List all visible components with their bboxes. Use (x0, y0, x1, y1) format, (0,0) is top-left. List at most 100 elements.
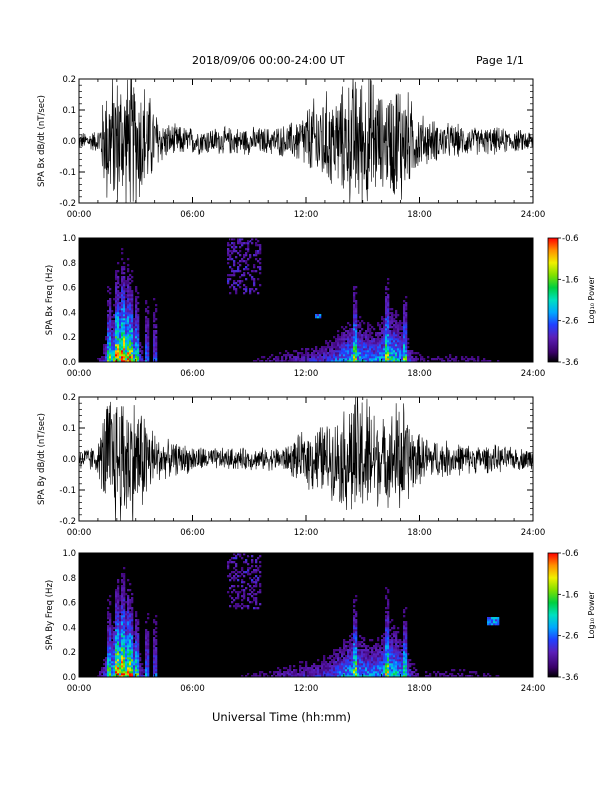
spectrogram-cell (127, 617, 130, 620)
spectrogram-cell (363, 322, 366, 325)
spectrogram-cell (293, 673, 296, 676)
spectrogram-cell (361, 346, 364, 349)
spectrogram-cell (243, 254, 246, 257)
spectrogram-cell (315, 669, 318, 672)
spectrogram-cell (277, 358, 280, 361)
spectrogram-cell (227, 252, 230, 255)
spectrogram-cell (123, 597, 126, 600)
spectrogram-cell (351, 649, 354, 652)
colorbar-tick-label: -2.6 (562, 632, 579, 642)
y-tick-label: -0.1 (59, 168, 76, 178)
spectrogram-cell (399, 350, 402, 353)
spectrogram-cell (153, 651, 156, 654)
spectrogram-cell (147, 645, 150, 648)
spectrogram-cell (135, 629, 138, 632)
spectrogram-cell (117, 587, 120, 590)
spectrogram-cell (397, 671, 400, 674)
spectrogram-cell (349, 348, 352, 351)
spectrogram-cell (291, 673, 294, 676)
spectrogram-cell (123, 669, 126, 672)
spectrogram-cell (243, 595, 246, 598)
spectrogram-cell (307, 667, 310, 670)
spectrogram-cell (341, 651, 344, 654)
spectrogram-cell (389, 322, 392, 325)
spectrogram-cell (407, 663, 410, 666)
spectrogram-cell (137, 619, 140, 622)
spectrogram-cell (387, 603, 390, 606)
spectrogram-cell (365, 350, 368, 353)
spectrogram-cell (119, 316, 122, 319)
spectrogram-cell (315, 348, 318, 351)
spectrogram-cell (389, 651, 392, 654)
spectrogram-cell (127, 352, 130, 355)
spectrogram-cell (115, 645, 118, 648)
spectrogram-cell (123, 354, 126, 357)
spectrogram-cell (145, 310, 148, 313)
spectrogram-cell (127, 342, 130, 345)
spectrogram-cell (285, 671, 288, 674)
spectrogram-cell (147, 354, 150, 357)
spectrogram-cell (383, 338, 386, 341)
spectrogram-cell (145, 326, 148, 329)
spectrogram-cell (129, 675, 132, 678)
spectrogram-cell (379, 647, 382, 650)
spectrogram-cell (107, 324, 110, 327)
spectrogram-cell (307, 360, 310, 363)
spectrogram-cell (339, 675, 342, 678)
spectrogram-cell (145, 643, 148, 646)
spectrogram-cell (135, 637, 138, 640)
spectrogram-cell (137, 338, 140, 341)
spectrogram-cell (365, 649, 368, 652)
spectrogram-cell (109, 310, 112, 313)
spectrogram-cell (347, 641, 350, 644)
spectrogram-cell (401, 332, 404, 335)
spectrogram-cell (119, 649, 122, 652)
spectrogram-cell (131, 338, 134, 341)
spectrogram-cell (379, 332, 382, 335)
spectrogram-cell (461, 675, 464, 678)
spectrogram-cell (327, 358, 330, 361)
spectrogram-cell (115, 667, 118, 670)
spectrogram-cell (303, 671, 306, 674)
spectrogram-cell (117, 655, 120, 658)
spectrogram-cell (245, 266, 248, 269)
spectrogram-cell (133, 358, 136, 361)
spectrogram-cell (113, 358, 116, 361)
spectrogram-cell (361, 354, 364, 357)
spectrogram-cell (387, 631, 390, 634)
spectrogram-cell (117, 633, 120, 636)
spectrogram-cell (333, 358, 336, 361)
spectrogram-cell (337, 675, 340, 678)
spectrogram-cell (343, 657, 346, 660)
spectrogram-cell (137, 675, 140, 678)
spectrogram-cell (377, 348, 380, 351)
spectrogram-cell (405, 647, 408, 650)
spectrogram-cell (381, 675, 384, 678)
spectrogram-cell (247, 244, 250, 247)
spectrogram-cell (103, 352, 106, 355)
spectrogram-cell (241, 567, 244, 570)
spectrogram-cell (117, 336, 120, 339)
spectrogram-cell (337, 659, 340, 662)
spectrogram-cell (113, 322, 116, 325)
spectrogram (79, 238, 533, 363)
spectrogram-cell (329, 669, 332, 672)
spectrogram-cell (229, 278, 232, 281)
spectrogram-cell (395, 651, 398, 654)
spectrogram-cell (131, 643, 134, 646)
spectrogram-cell (121, 272, 124, 275)
spectrogram-cell (123, 284, 126, 287)
spectrogram-cell (395, 334, 398, 337)
spectrogram-cell (125, 671, 128, 674)
spectrogram-cell (233, 585, 236, 588)
spectrogram-cell (355, 336, 358, 339)
spectrogram-cell (147, 639, 150, 642)
spectrogram-cell (405, 302, 408, 305)
spectrogram-cell (155, 643, 158, 646)
spectrogram-cell (317, 316, 320, 319)
spectrogram-cell (131, 649, 134, 652)
spectrogram-cell (129, 671, 132, 674)
spectrogram-cell (145, 328, 148, 331)
spectrogram-cell (395, 330, 398, 333)
spectrogram-cell (337, 352, 340, 355)
